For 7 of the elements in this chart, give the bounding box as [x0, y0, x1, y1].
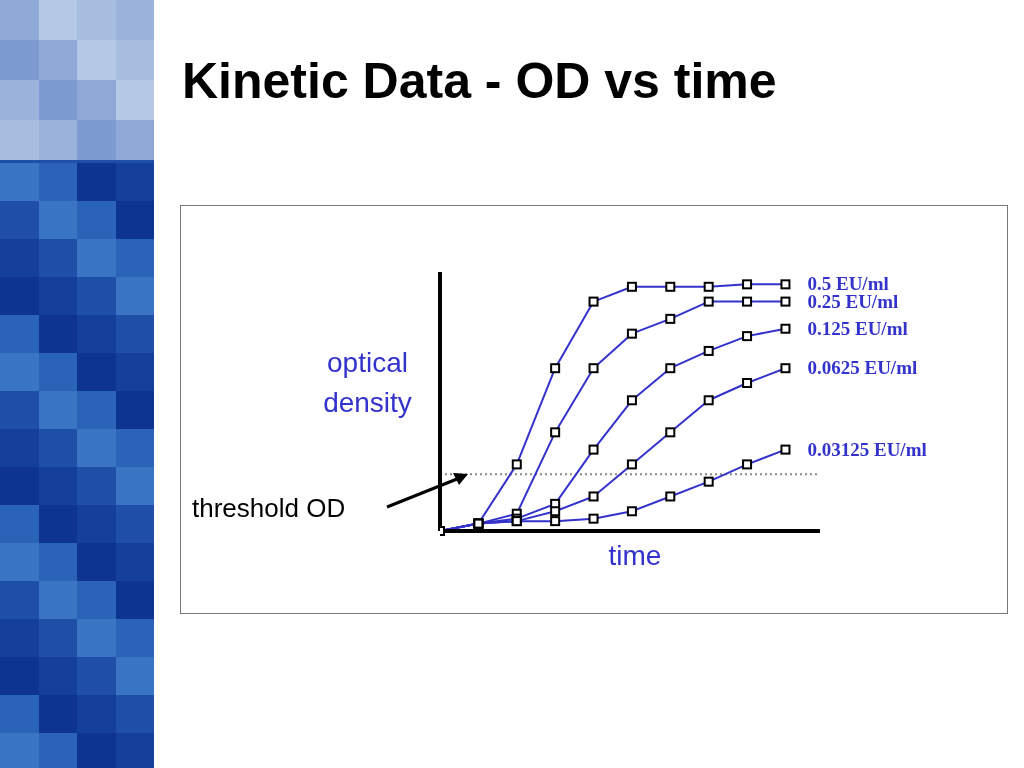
- chart-title: Kinetic Data - OD vs time: [182, 52, 777, 110]
- series-label: 0.0625 EU/ml: [807, 357, 918, 379]
- text: threshold OD: [192, 493, 346, 524]
- series-label: 0.125 EU/ml: [807, 317, 908, 339]
- y-axis-title: optical density: [322, 346, 413, 420]
- x-axis-title: time: [607, 540, 663, 572]
- series-label: 0.03125 EU/ml: [807, 438, 927, 460]
